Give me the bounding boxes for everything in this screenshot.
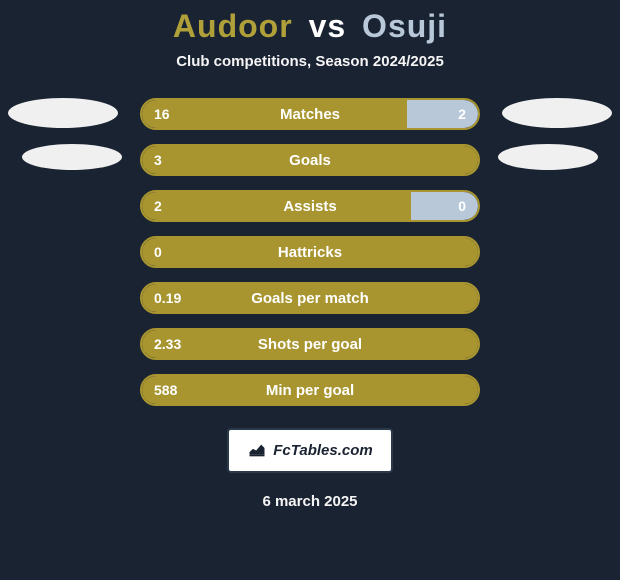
stat-label: Matches (142, 106, 478, 123)
stat-label: Goals per match (142, 290, 478, 307)
badge-text: FcTables.com (273, 442, 372, 459)
stat-row: 0.19Goals per match (140, 282, 480, 314)
stat-label: Assists (142, 198, 478, 215)
stat-row: 3Goals (140, 144, 480, 176)
stat-row: 588Min per goal (140, 374, 480, 406)
stat-row: 2Assists0 (140, 190, 480, 222)
chart-icon (247, 438, 267, 463)
stat-row: 16Matches2 (140, 98, 480, 130)
stat-row: 2.33Shots per goal (140, 328, 480, 360)
player1-avatar-small (22, 144, 122, 170)
subtitle: Club competitions, Season 2024/2025 (176, 53, 444, 70)
stat-label: Min per goal (142, 382, 478, 399)
source-badge[interactable]: FcTables.com (227, 428, 392, 473)
stats-section: 16Matches23Goals2Assists00Hattricks0.19G… (0, 98, 620, 406)
date-label: 6 march 2025 (262, 493, 357, 510)
stat-label: Goals (142, 152, 478, 169)
player2-avatar (502, 98, 612, 128)
title-player1: Audoor (173, 8, 293, 44)
player2-avatar-small (498, 144, 598, 170)
stat-row: 0Hattricks (140, 236, 480, 268)
stat-label: Shots per goal (142, 336, 478, 353)
title-vs: vs (309, 8, 347, 44)
stat-label: Hattricks (142, 244, 478, 261)
stat-value-player2: 2 (458, 106, 466, 122)
comparison-container: Audoor vs Osuji Club competitions, Seaso… (0, 0, 620, 580)
page-title: Audoor vs Osuji (173, 8, 447, 45)
stat-value-player2: 0 (458, 198, 466, 214)
title-player2: Osuji (362, 8, 447, 44)
player1-avatar (8, 98, 118, 128)
